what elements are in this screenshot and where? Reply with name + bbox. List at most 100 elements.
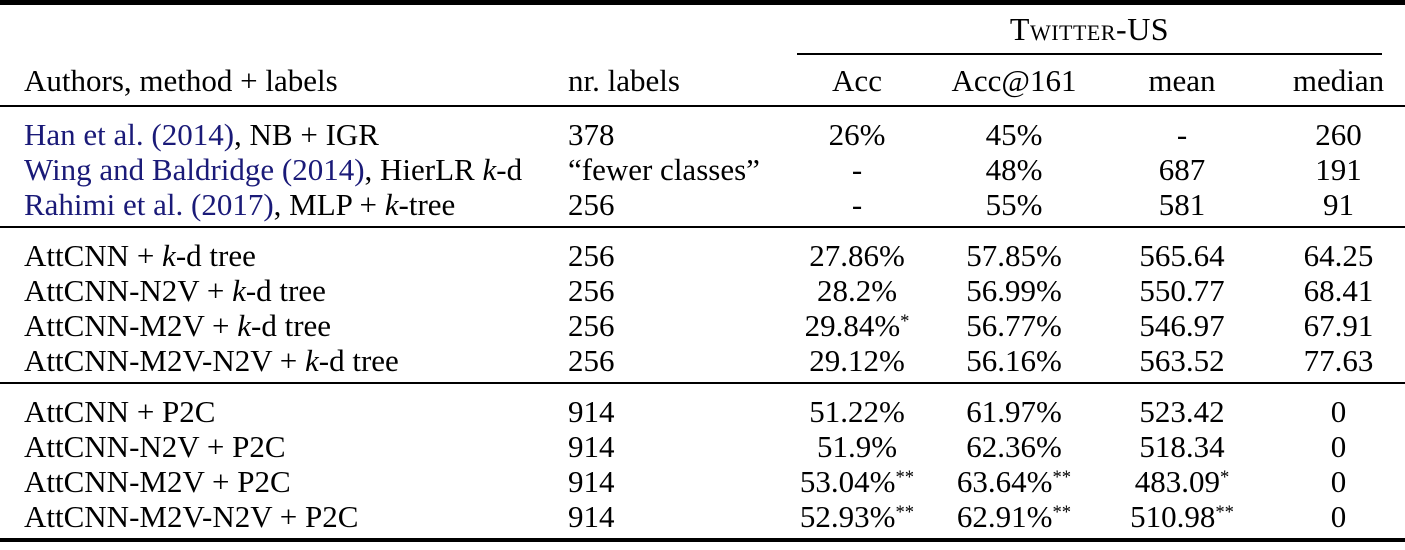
- nr-labels-cell: 378: [568, 117, 615, 152]
- dataset-group-rule: Twitter-US: [797, 5, 1383, 55]
- acc-at-161-cell: 56.77%: [936, 308, 1092, 343]
- median-cell: 0: [1272, 383, 1405, 429]
- acc-cell: 27.86%: [778, 227, 936, 273]
- method-text: AttCNN-N2V +: [24, 273, 233, 308]
- mean-value: 546.97: [1139, 308, 1225, 343]
- acc-at-161-value: 55%: [985, 187, 1043, 222]
- method-text: -d tree: [175, 238, 256, 273]
- method-text: -d tree: [245, 273, 326, 308]
- acc-at-161-value: 57.85%: [966, 238, 1062, 273]
- method-text: -tree: [398, 187, 456, 222]
- acc-at-161-cell: 63.64%**: [936, 464, 1092, 499]
- method-text: -d tree: [318, 343, 399, 378]
- group-header-spacer: [0, 3, 778, 56]
- mean-value: 550.77: [1139, 273, 1225, 308]
- acc-at-161-cell: 56.16%: [936, 343, 1092, 383]
- method-variable: k: [384, 187, 399, 222]
- significance-marker: **: [895, 466, 915, 488]
- acc-at-161-cell: 62.91%**: [936, 499, 1092, 540]
- table-row: AttCNN + P2C 914 51.22% 61.97% 523.42 0: [0, 383, 1405, 429]
- acc-cell: -: [778, 187, 936, 227]
- citation-link[interactable]: Rahimi et al. (2017): [24, 187, 274, 222]
- acc-at-161-cell: 48%: [936, 152, 1092, 187]
- median-value: 0: [1330, 464, 1347, 499]
- dataset-group-header-row: Twitter-US: [0, 3, 1405, 56]
- method-text: , NB + IGR: [234, 117, 379, 152]
- acc-at-161-value: 56.99%: [966, 273, 1062, 308]
- column-header-row: Authors, method + labels nr. labels Acc …: [0, 55, 1405, 107]
- significance-marker: **: [1052, 466, 1072, 488]
- median-value: 77.63: [1303, 343, 1374, 378]
- significance-marker: **: [895, 501, 915, 523]
- method-variable: k: [237, 308, 252, 343]
- median-value: 91: [1323, 187, 1354, 222]
- method-cell: Wing and Baldridge (2014), HierLR k-d: [0, 152, 544, 187]
- acc-cell: -: [778, 152, 936, 187]
- citation-link[interactable]: Wing and Baldridge (2014): [24, 152, 365, 187]
- acc-value: -: [851, 187, 863, 222]
- median-value: 0: [1330, 499, 1347, 534]
- table-row: Wing and Baldridge (2014), HierLR k-d “f…: [0, 152, 1405, 187]
- acc-at-161-cell: 45%: [936, 106, 1092, 152]
- dataset-group-cell: Twitter-US: [778, 3, 1405, 55]
- acc-at-161-cell: 56.99%: [936, 273, 1092, 308]
- mean-value: 523.42: [1139, 394, 1225, 429]
- mean-value: 483.09: [1134, 464, 1220, 499]
- nr-labels-cell: 914: [568, 394, 615, 429]
- nr-labels-cell: 256: [568, 308, 615, 343]
- acc-value: 51.22%: [809, 394, 905, 429]
- nr-labels-cell: 914: [568, 499, 615, 534]
- acc-cell: 51.9%: [778, 429, 936, 464]
- mean-value: 687: [1158, 152, 1206, 187]
- acc-at-161-cell: 55%: [936, 187, 1092, 227]
- mean-cell: 523.42: [1092, 383, 1272, 429]
- nr-labels-cell: 256: [568, 238, 615, 273]
- median-value: 64.25: [1303, 238, 1374, 273]
- table-row: AttCNN + k-d tree 256 27.86% 57.85% 565.…: [0, 227, 1405, 273]
- median-cell: 91: [1272, 187, 1405, 227]
- method-text: , MLP +: [273, 187, 385, 222]
- acc-value: -: [851, 152, 863, 187]
- acc-cell: 29.84%*: [778, 308, 936, 343]
- table-row: Han et al. (2014), NB + IGR 378 26% 45% …: [0, 106, 1405, 152]
- acc-value: 29.12%: [809, 343, 905, 378]
- median-value: 260: [1315, 117, 1362, 152]
- table-row: AttCNN-N2V + P2C 914 51.9% 62.36% 518.34…: [0, 429, 1405, 464]
- method-text: AttCNN-M2V + P2C: [24, 464, 291, 499]
- table-row: Rahimi et al. (2017), MLP + k-tree 256 -…: [0, 187, 1405, 227]
- median-cell: 64.25: [1272, 227, 1405, 273]
- nr-labels-cell: 914: [568, 429, 615, 464]
- mean-cell: -: [1092, 106, 1272, 152]
- mean-cell: 546.97: [1092, 308, 1272, 343]
- mean-cell: 510.98**: [1092, 499, 1272, 540]
- method-variable: k: [232, 273, 246, 308]
- acc-cell: 52.93%**: [778, 499, 936, 540]
- significance-marker: **: [1052, 501, 1072, 523]
- citation-link[interactable]: Han et al. (2014): [24, 117, 235, 152]
- column-header-nr-labels: nr. labels: [544, 55, 778, 107]
- method-text: AttCNN +: [24, 238, 163, 273]
- mean-cell: 687: [1092, 152, 1272, 187]
- column-header-mean: mean: [1092, 55, 1272, 107]
- table-row: AttCNN-M2V-N2V + P2C 914 52.93%** 62.91%…: [0, 499, 1405, 540]
- nr-labels-cell: 914: [568, 464, 615, 499]
- significance-marker: *: [900, 310, 910, 332]
- acc-at-161-value: 62.91%: [956, 499, 1053, 534]
- acc-value: 27.86%: [809, 238, 905, 273]
- method-cell: AttCNN + k-d tree: [0, 227, 544, 273]
- nr-labels-cell: 256: [568, 273, 615, 308]
- acc-at-161-value: 56.77%: [966, 308, 1062, 343]
- mean-value: -: [1176, 117, 1188, 152]
- acc-cell: 51.22%: [778, 383, 936, 429]
- acc-at-161-value: 61.97%: [966, 394, 1062, 429]
- acc-at-161-value: 62.36%: [966, 429, 1062, 464]
- acc-cell: 26%: [778, 106, 936, 152]
- method-cell: AttCNN-M2V + P2C: [0, 464, 544, 499]
- method-text: AttCNN-N2V + P2C: [24, 429, 286, 464]
- table-row: AttCNN-M2V + k-d tree 256 29.84%* 56.77%…: [0, 308, 1405, 343]
- column-header-acc-at-161: Acc@161: [936, 55, 1092, 107]
- method-cell: Rahimi et al. (2017), MLP + k-tree: [0, 187, 544, 227]
- mean-cell: 581: [1092, 187, 1272, 227]
- section-kd-tree: AttCNN + k-d tree 256 27.86% 57.85% 565.…: [0, 227, 1405, 383]
- column-header-acc: Acc: [778, 55, 936, 107]
